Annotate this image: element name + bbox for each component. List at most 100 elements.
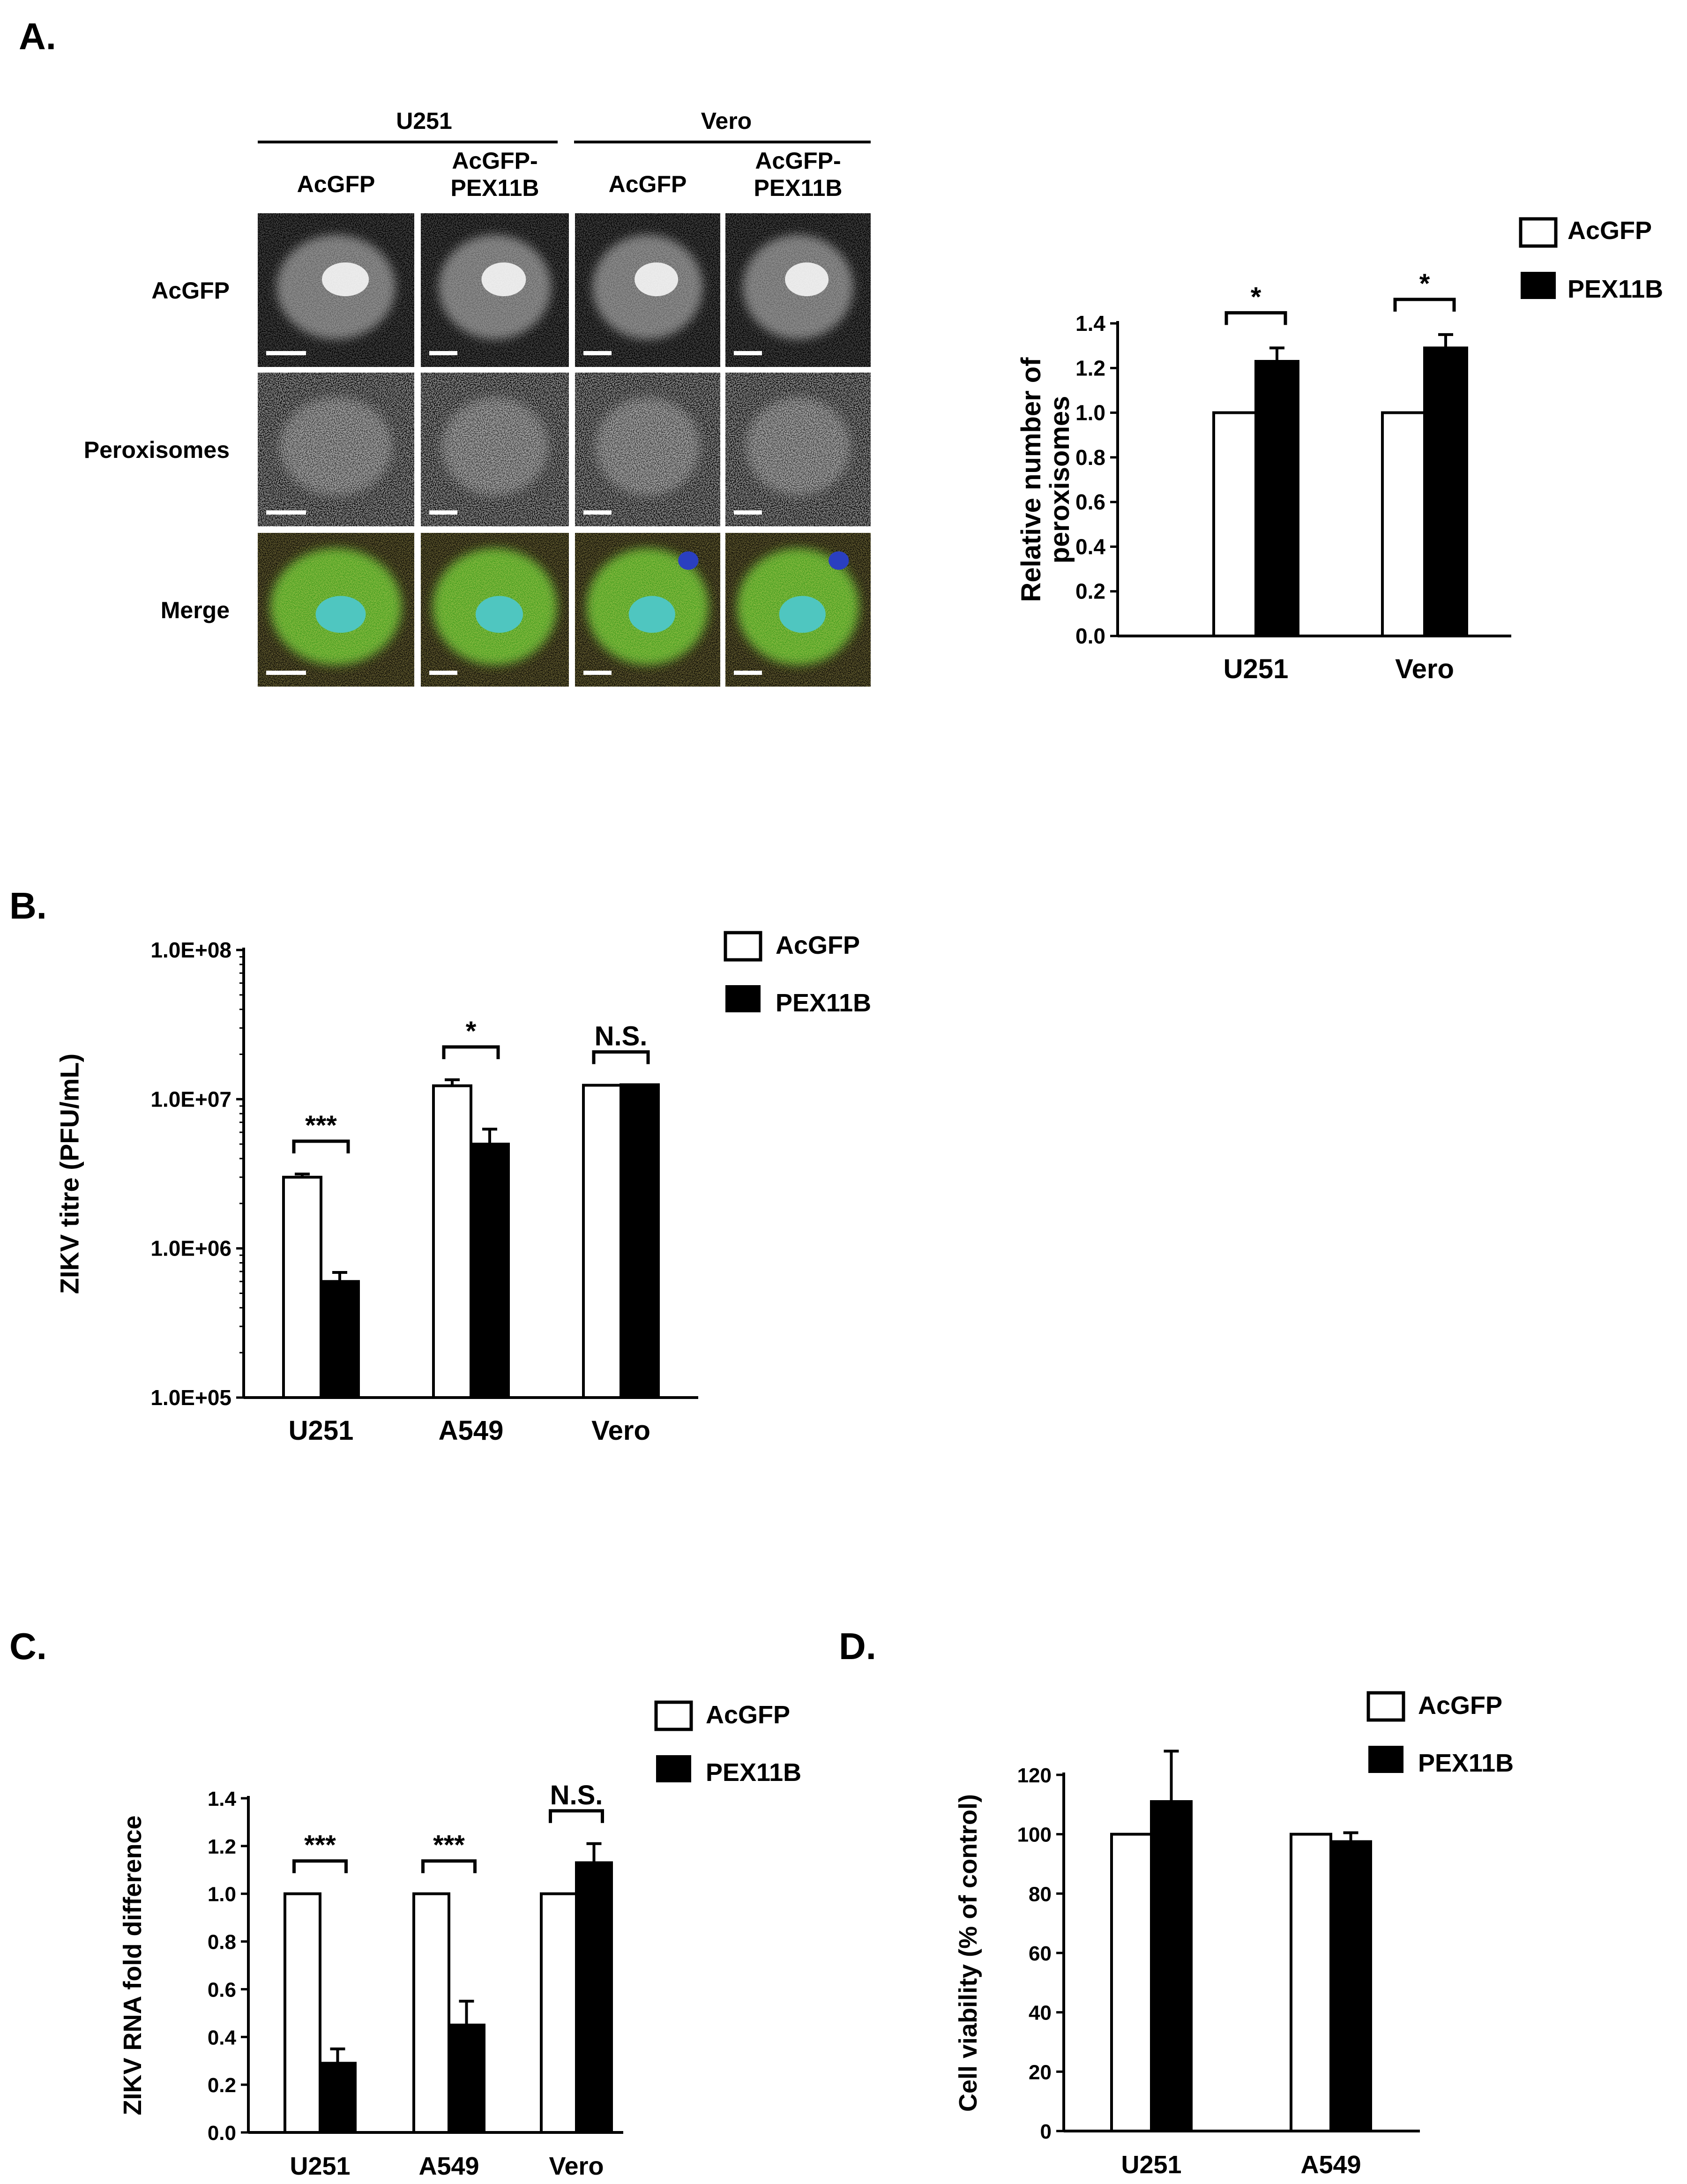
significance-bracket (421, 1859, 477, 1873)
column-header: AcGFP (297, 171, 375, 197)
significance-bracket (292, 1859, 348, 1873)
scale-bar (429, 351, 457, 355)
bar-acgfp (540, 1892, 578, 2134)
micrograph-1-2 (575, 373, 720, 526)
row-header: Peroxisomes (84, 437, 230, 463)
chart-zikv-titre: 1.0E+05 1.0E+06 1.0E+07 1.0E+08 ZIKV titre (… (55, 938, 698, 1446)
bar-acgfp (1212, 411, 1257, 637)
micrograph-0-1 (421, 213, 569, 367)
bar-acgfp (412, 1892, 450, 2134)
significance-label: * (466, 1016, 477, 1047)
legend-d-open-label: AcGFP (1418, 1691, 1502, 1720)
y-tick-label: 0 (1040, 2120, 1052, 2143)
micrograph-2-2 (575, 533, 720, 687)
bar-pex11b (319, 2062, 357, 2134)
x-tick-label: Vero (1395, 654, 1454, 684)
neighbour-nucleus (829, 551, 849, 570)
legend-c-open-swatch (654, 1700, 693, 1731)
panel-label-d: D. (839, 1625, 876, 1667)
y-axis-label: Cell viability (% of control) (954, 1794, 982, 2112)
legend-d: AcGFP PEX11B (1366, 1691, 1514, 1777)
legend-a-filled-swatch (1521, 272, 1556, 299)
scale-bar (583, 510, 612, 515)
cell-line-label-u251: U251 (396, 108, 452, 134)
significance-bracket (549, 1809, 604, 1823)
scale-bar (734, 510, 762, 515)
bar-acgfp (1110, 1832, 1153, 2133)
micrograph-0-0 (258, 213, 414, 367)
significance-label: *** (305, 1110, 337, 1141)
y-tick-label: 0.6 (208, 1978, 236, 2001)
bar-pex11b (1423, 346, 1468, 637)
column-header-line: AcGFP (297, 171, 375, 197)
legend-a-open-swatch (1519, 217, 1558, 248)
cell-texture (575, 213, 720, 367)
scale-bar (429, 671, 457, 675)
bar-acgfp (432, 1084, 472, 1399)
bar-acgfp (582, 1084, 622, 1399)
legend-b-filled-swatch (725, 985, 761, 1012)
y-tick-label: 1.0 (1075, 401, 1105, 425)
peroxisome-puncta (725, 373, 871, 526)
legend-b-open-label: AcGFP (776, 931, 860, 959)
significance-label: * (1419, 269, 1430, 299)
bar-acgfp (282, 1175, 322, 1399)
scale-bar (266, 351, 306, 355)
cell-texture (258, 213, 414, 367)
peroxisome-puncta (258, 373, 414, 526)
panel-label-b: B. (9, 885, 47, 927)
significance-label: *** (433, 1830, 465, 1861)
y-tick-label: 40 (1029, 2002, 1052, 2025)
significance-bracket (1224, 311, 1287, 325)
nucleus (475, 596, 523, 633)
y-tick-label: 1.2 (1075, 356, 1105, 380)
bar-pex11b (1329, 1840, 1372, 2132)
x-tick-label: U251 (290, 2152, 350, 2180)
y-tick-label: 0.6 (1075, 490, 1105, 514)
cell-texture (725, 213, 871, 367)
legend-a-open-label: AcGFP (1568, 217, 1652, 245)
legend-a: AcGFP PEX11B (1519, 217, 1663, 303)
scale-bar (583, 351, 612, 355)
x-tick-label: A549 (418, 2152, 479, 2180)
chart-zikv-rna: 0.0 0.2 0.4 0.6 0.8 1.0 1.2 1.4 ZIKV RNA fold di… (119, 1780, 623, 2180)
bar-pex11b (1150, 1800, 1193, 2132)
bar-pex11b (575, 1861, 613, 2134)
legend-d-filled-swatch (1368, 1746, 1403, 1773)
y-tick-label: 80 (1029, 1883, 1052, 1906)
significance-bracket (442, 1045, 500, 1059)
scale-bar (734, 671, 762, 675)
bar-pex11b (620, 1083, 660, 1399)
x-tick-label: Vero (591, 1415, 650, 1446)
y-tick-label: 1.0E+06 (150, 1236, 231, 1261)
y-tick-label: 1.4 (208, 1788, 237, 1810)
significance-bracket (592, 1050, 650, 1064)
y-axis-label: Relative number ofperoxisomes (1016, 357, 1075, 602)
y-tick-label: 1.4 (1075, 311, 1105, 336)
x-tick-label: U251 (289, 1415, 354, 1446)
cell-line-label-vero: Vero (701, 108, 752, 134)
legend-c: AcGFP PEX11B (654, 1700, 801, 1787)
legend-b: AcGFP PEX11B (724, 931, 871, 1017)
significance-label: *** (304, 1830, 336, 1861)
legend-a-filled-label: PEX11B (1568, 275, 1663, 303)
column-header-line: PEX11B (754, 175, 842, 201)
micrograph-1-0 (258, 373, 414, 526)
legend-d-filled-label: PEX11B (1418, 1749, 1514, 1777)
micrograph-1-1 (421, 373, 569, 526)
bar-pex11b (470, 1143, 510, 1399)
nucleus (779, 596, 826, 633)
y-tick-label: 0.0 (1075, 624, 1105, 648)
micrograph-2-1 (421, 533, 569, 687)
y-tick-label: 1.0E+08 (150, 938, 231, 962)
column-header: AcGFP (609, 171, 687, 197)
y-tick-label: 1.0 (208, 1883, 236, 1906)
scale-bar (266, 510, 306, 515)
micrograph-0-2 (575, 213, 720, 367)
y-axis-label-line: ZIKV titre (PFU/mL) (55, 1054, 84, 1294)
significance-label: N.S. (550, 1780, 603, 1810)
y-axis-label-line: Relative number of (1016, 357, 1046, 602)
y-axis-label-line: ZIKV RNA fold difference (119, 1815, 147, 2115)
x-tick-label: A549 (1300, 2151, 1361, 2179)
